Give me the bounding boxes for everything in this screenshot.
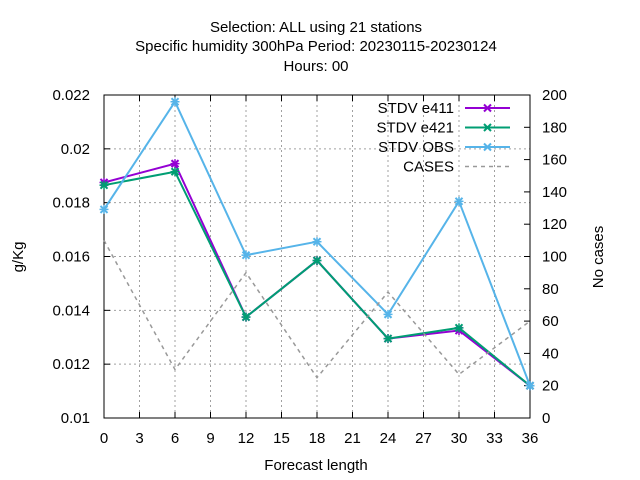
x-tick-label: 9 (206, 430, 214, 447)
y2-tick-label: 200 (542, 87, 567, 104)
data-point-stdv-obs (383, 309, 393, 319)
x-tick-label: 33 (486, 430, 503, 447)
y-axis-label: g/Kg (10, 242, 27, 273)
x-tick-label: 0 (100, 430, 108, 447)
chart-title-line-2: Specific humidity 300hPa Period: 2023011… (135, 38, 497, 55)
data-point-stdv-obs (99, 204, 109, 214)
legend-marker-stdv-e411 (483, 103, 492, 113)
axis-ticks: 0 3 6 9 12 15 18 21 24 27 30 33 360.010.0120.0140.01… (52, 87, 567, 447)
data-point-stdv-obs (525, 381, 535, 391)
x-tick-label: 27 (415, 430, 432, 447)
x-tick-label: 18 (309, 430, 326, 447)
data-point-stdv-e411 (170, 159, 180, 169)
series-layer (99, 97, 535, 391)
data-point-stdv-e421 (454, 323, 464, 333)
data-point-stdv-e421 (241, 312, 251, 322)
chart-title-line-1: Selection: ALL using 21 stations (210, 19, 422, 36)
data-point-stdv-obs (241, 250, 251, 260)
y-tick-label: 0.014 (52, 302, 90, 319)
y2-tick-label: 140 (542, 184, 567, 201)
x-tick-label: 3 (135, 430, 143, 447)
data-point-stdv-e421 (99, 180, 109, 190)
y2-tick-label: 0 (542, 410, 550, 427)
data-point-stdv-e421 (383, 334, 393, 344)
y2-tick-label: 20 (542, 378, 559, 395)
y2-tick-label: 80 (542, 281, 559, 298)
y-tick-label: 0.018 (52, 195, 90, 212)
x-tick-label: 30 (451, 430, 468, 447)
legend-label-cases: CASES (403, 159, 454, 176)
data-point-stdv-obs (170, 97, 180, 107)
legend-marker-stdv-obs (483, 142, 492, 152)
data-point-stdv-obs (454, 196, 464, 206)
x-tick-label: 12 (238, 430, 255, 447)
y2-tick-label: 160 (542, 152, 567, 169)
y-tick-label: 0.012 (52, 356, 90, 373)
data-point-stdv-obs (312, 237, 322, 247)
series-line-stdv-e421 (103, 170, 531, 387)
y-tick-label: 0.016 (52, 249, 90, 266)
legend-label-stdv-obs: STDV OBS (378, 139, 454, 156)
legend-label-stdv-e411: STDV e411 (378, 100, 454, 117)
legend-marker-stdv-e421 (483, 123, 492, 132)
x-tick-label: 24 (380, 430, 397, 447)
x-tick-label: 36 (522, 430, 539, 447)
series-line-cases (103, 239, 531, 379)
x-tick-label: 21 (344, 430, 361, 447)
data-point-stdv-e421 (312, 256, 322, 266)
x-tick-label: 15 (273, 430, 290, 447)
y-tick-label: 0.01 (61, 410, 90, 427)
x-tick-label: 6 (171, 430, 179, 447)
legend: STDV e411 STDV e421 STDV OBS CASES (376, 100, 510, 176)
x-axis-label: Forecast length (264, 457, 367, 474)
y-tick-label: 0.02 (61, 141, 90, 158)
y2-tick-label: 120 (542, 216, 567, 233)
y2-tick-label: 60 (542, 313, 559, 330)
data-point-stdv-e421 (170, 167, 180, 177)
legend-label-stdv-e421: STDV e421 (376, 120, 454, 137)
y-tick-label: 0.022 (52, 87, 90, 104)
y2-tick-label: 100 (542, 249, 567, 266)
y2-tick-label: 180 (542, 119, 567, 136)
chart-title-line-3: Hours: 00 (283, 58, 348, 75)
y2-tick-label: 40 (542, 345, 559, 362)
y2-axis-label: No cases (590, 226, 607, 289)
